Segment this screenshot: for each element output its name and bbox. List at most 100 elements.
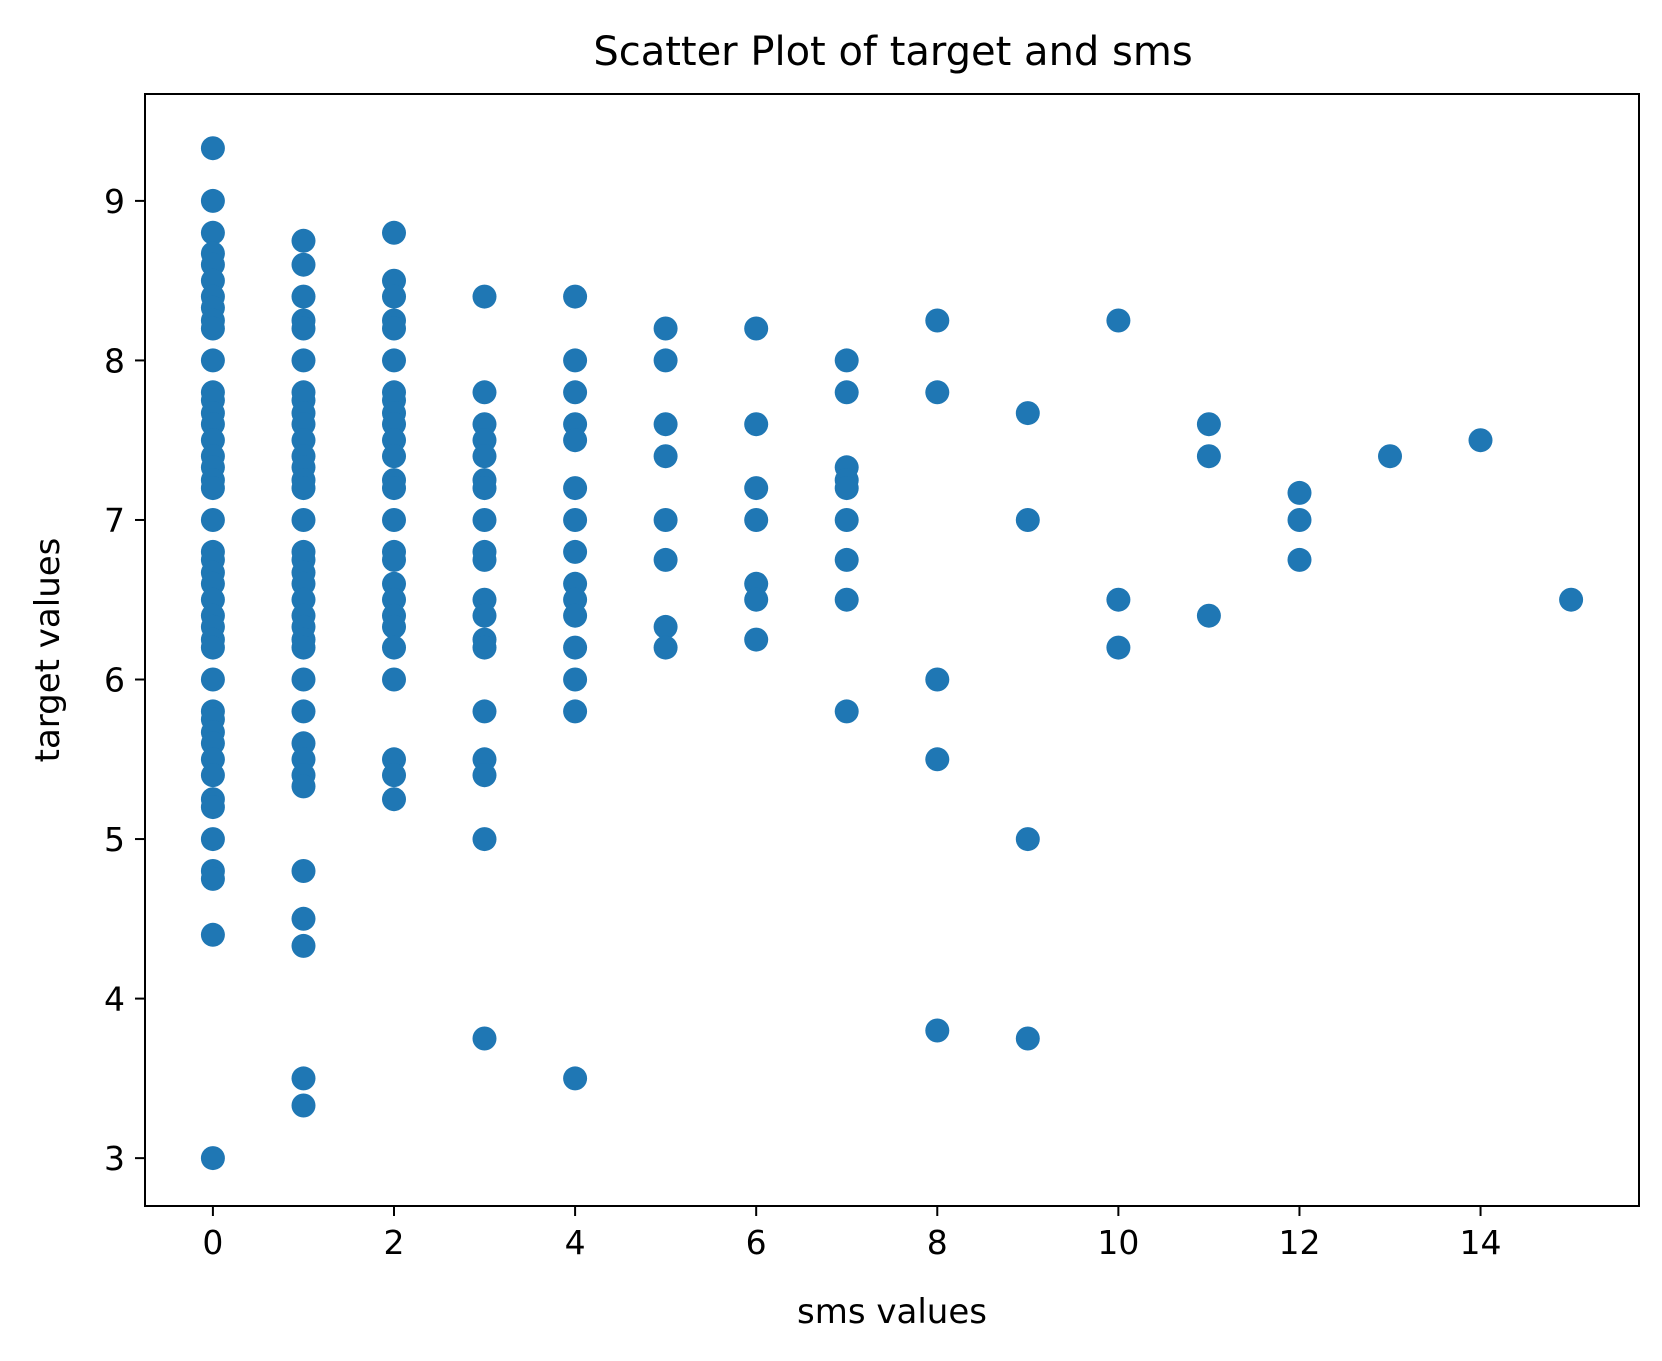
- scatter-point: [653, 547, 678, 572]
- scatter-point: [563, 508, 588, 532]
- scatter-point: [291, 284, 316, 309]
- scatter-point: [472, 827, 497, 852]
- scatter-point: [200, 1146, 225, 1171]
- scatter-point: [653, 614, 678, 639]
- scatter-point: [1196, 412, 1221, 437]
- scatter-point: [291, 252, 316, 277]
- scatter-point: [472, 476, 497, 501]
- scatter-point: [834, 587, 859, 612]
- scatter-point: [744, 587, 769, 612]
- scatter-point: [1015, 827, 1040, 852]
- scatter-point: [472, 508, 497, 532]
- scatter-point: [563, 635, 588, 660]
- scatter-point: [382, 667, 406, 692]
- scatter-point: [472, 380, 497, 405]
- scatter-point: [1468, 428, 1493, 453]
- scatter-point: [1015, 401, 1040, 426]
- scatter-point: [1378, 444, 1402, 469]
- scatter-point: [382, 547, 406, 572]
- scatter-point: [653, 635, 678, 660]
- scatter-point: [1287, 480, 1312, 505]
- scatter-point: [925, 1018, 950, 1043]
- scatter-point: [1287, 547, 1312, 572]
- x-tick-label: 10: [1097, 1223, 1139, 1262]
- scatter-point: [291, 1093, 316, 1118]
- scatter-point: [472, 1026, 497, 1051]
- scatter-point: [291, 859, 316, 883]
- scatter-point: [1015, 508, 1040, 532]
- y-axis-ticks: 3 4 5 6 7 8 9: [104, 182, 145, 1178]
- scatter-point: [1196, 444, 1221, 469]
- plot-frame: [144, 93, 1640, 1207]
- scatter-point: [200, 635, 225, 660]
- scatter-point: [563, 1066, 588, 1091]
- scatter-point: [200, 763, 225, 788]
- points-layer: [200, 136, 1584, 1171]
- scatter-point: [382, 348, 406, 373]
- scatter-point: [382, 284, 406, 309]
- x-tick-label: 6: [746, 1223, 767, 1262]
- scatter-point: [472, 603, 497, 628]
- scatter-point: [382, 763, 406, 788]
- scatter-point: [834, 508, 859, 532]
- scatter-point: [200, 922, 225, 947]
- scatter-point: [563, 348, 588, 373]
- scatter-point: [200, 136, 225, 161]
- scatter-point: [382, 476, 406, 501]
- x-axis-ticks: 0 2 4 6 8 10 12 14: [202, 1206, 1502, 1262]
- scatter-point: [744, 627, 769, 652]
- scatter-point: [291, 906, 316, 931]
- scatter-point: [653, 508, 678, 532]
- scatter-point: [925, 667, 950, 692]
- y-tick-label: 3: [104, 1139, 125, 1178]
- scatter-point: [291, 316, 316, 341]
- scatter-point: [200, 316, 225, 341]
- scatter-point: [472, 635, 497, 660]
- scatter-point: [291, 348, 316, 373]
- scatter-point: [382, 220, 406, 245]
- scatter-point: [834, 380, 859, 405]
- scatter-point: [1106, 308, 1131, 333]
- scatter-point: [382, 614, 406, 639]
- scatter-point: [291, 667, 316, 692]
- scatter-point: [382, 787, 406, 812]
- scatter-point: [382, 635, 406, 660]
- scatter-point: [1196, 603, 1221, 628]
- scatter-point: [291, 699, 316, 724]
- scatter-point: [291, 476, 316, 501]
- scatter-point: [291, 635, 316, 660]
- scatter-point: [200, 866, 225, 891]
- x-tick-label: 8: [927, 1223, 948, 1262]
- scatter-point: [200, 827, 225, 852]
- scatter-point: [653, 316, 678, 341]
- y-axis-label: target values: [28, 538, 68, 763]
- scatter-point: [291, 508, 316, 532]
- scatter-point: [1287, 508, 1312, 532]
- scatter-point: [291, 228, 316, 253]
- x-axis-label: sms values: [797, 1292, 987, 1332]
- scatter-point: [744, 316, 769, 341]
- y-tick-label: 7: [104, 501, 125, 540]
- scatter-point: [291, 774, 316, 799]
- scatter-point: [563, 476, 588, 501]
- scatter-point: [744, 508, 769, 532]
- scatter-point: [200, 508, 225, 532]
- scatter-point: [563, 699, 588, 724]
- scatter-point: [1106, 635, 1131, 660]
- scatter-point: [925, 747, 950, 772]
- scatter-point: [472, 763, 497, 788]
- y-tick-label: 6: [104, 661, 125, 700]
- scatter-point: [291, 933, 316, 958]
- scatter-point: [200, 476, 225, 501]
- scatter-point: [563, 284, 588, 309]
- scatter-point: [834, 348, 859, 373]
- scatter-point: [563, 428, 588, 453]
- scatter-point: [834, 547, 859, 572]
- y-tick-label: 9: [104, 182, 125, 221]
- scatter-point: [382, 316, 406, 341]
- y-tick-label: 4: [104, 980, 125, 1019]
- scatter-point: [925, 308, 950, 333]
- scatter-point: [653, 412, 678, 437]
- scatter-point: [563, 380, 588, 405]
